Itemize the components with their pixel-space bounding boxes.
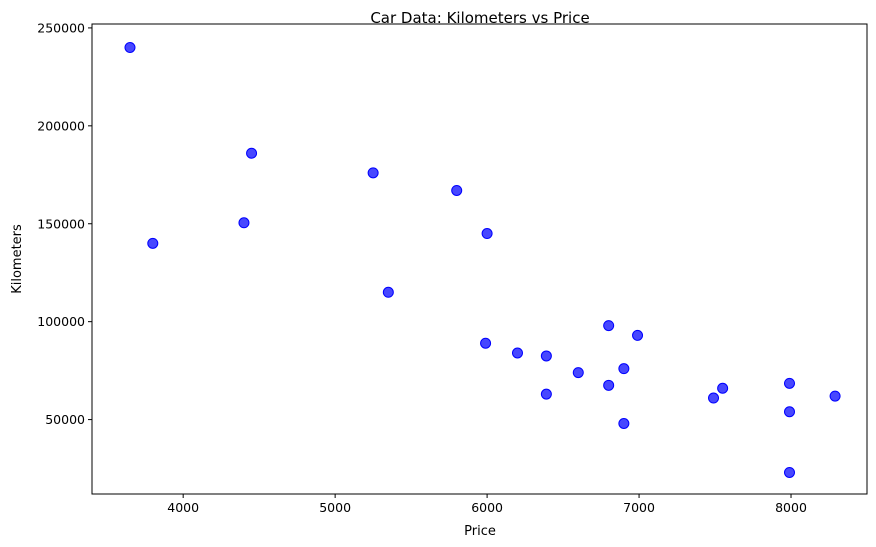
x-tick-label: 8000: [775, 500, 807, 515]
scatter-point: [572, 367, 584, 379]
scatter-point: [784, 377, 795, 389]
scatter-point: [451, 184, 463, 196]
scatter-point: [238, 217, 250, 229]
y-tick-label: 50000: [45, 412, 85, 427]
scatter-point: [511, 347, 523, 359]
scatter-point: [618, 363, 630, 375]
scatter-point: [603, 379, 615, 391]
scatter-point: [784, 406, 795, 418]
x-axis-label: Price: [464, 524, 496, 539]
scatter-point: [246, 147, 258, 159]
scatter-point: [540, 350, 552, 362]
y-tick-label: 200000: [37, 118, 85, 133]
scatter-point: [829, 390, 841, 402]
y-tick-label: 100000: [37, 314, 85, 329]
scatter-point: [717, 382, 729, 394]
y-tick-label: 250000: [37, 20, 85, 35]
scatter-point: [382, 286, 394, 298]
scatter-point: [481, 228, 493, 240]
x-tick-label: 5000: [319, 500, 351, 515]
scatter-point: [147, 237, 159, 249]
scatter-point: [124, 42, 136, 53]
x-axis: 4000 5000 6000 7000 8000: [167, 494, 807, 515]
y-tick-label: 150000: [37, 216, 85, 231]
scatter-points: [124, 42, 841, 478]
scatter-point: [784, 466, 795, 478]
x-tick-label: 6000: [471, 500, 503, 515]
chart-title: Car Data: Kilometers vs Price: [370, 9, 589, 27]
scatter-point: [632, 329, 644, 341]
scatter-point: [480, 337, 492, 349]
x-tick-label: 4000: [167, 500, 199, 515]
scatter-point: [708, 392, 720, 404]
y-axis-label: Kilometers: [10, 224, 25, 294]
scatter-point: [540, 388, 552, 400]
plot-area-frame: [91, 23, 868, 495]
scatter-point: [603, 320, 615, 332]
x-tick-label: 7000: [623, 500, 655, 515]
scatter-point: [367, 167, 379, 179]
scatter-point: [618, 418, 630, 429]
y-axis: 50000 100000 150000 200000 250000: [37, 20, 92, 427]
